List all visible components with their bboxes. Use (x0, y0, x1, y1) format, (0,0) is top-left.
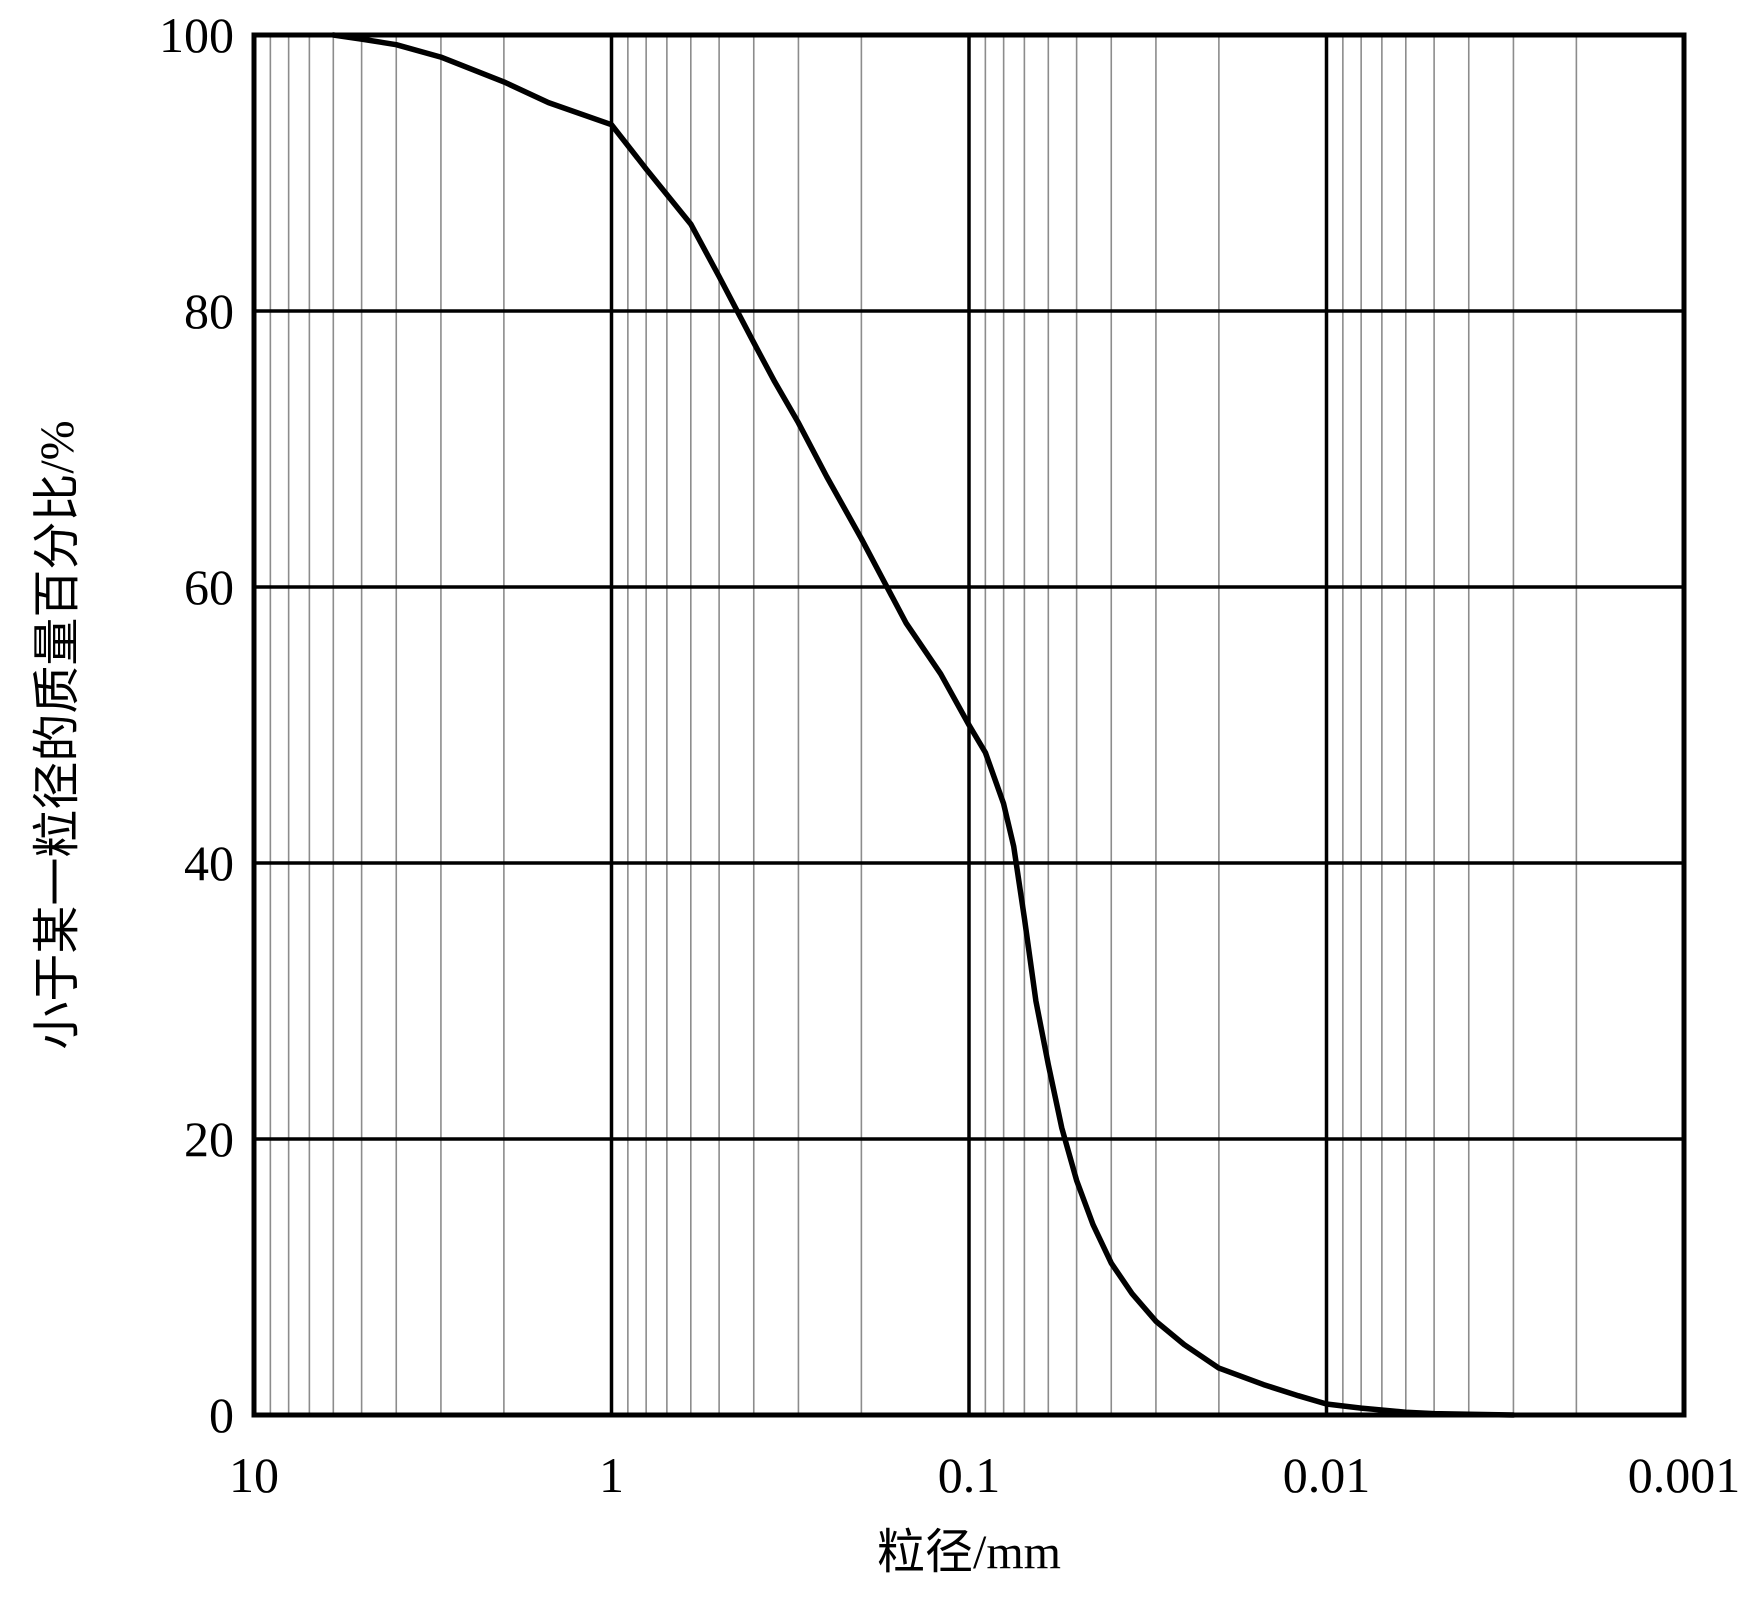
y-tick-labels: 0 20 40 60 80 100 (159, 7, 234, 1443)
x-tick-label: 1 (599, 1447, 624, 1503)
x-tick-label: 0.1 (938, 1447, 1001, 1503)
x-tick-label: 0.01 (1283, 1447, 1371, 1503)
y-tick-label: 100 (159, 7, 234, 63)
y-tick-label: 40 (184, 835, 234, 891)
x-tick-label: 10 (229, 1447, 279, 1503)
x-tick-label: 0.001 (1628, 1447, 1741, 1503)
series-line (330, 32, 1517, 1418)
y-tick-label: 20 (184, 1111, 234, 1167)
x-tick-labels: 10 1 0.1 0.01 0.001 (229, 1447, 1740, 1503)
y-tick-label: 60 (184, 559, 234, 615)
y-tick-label: 80 (184, 283, 234, 339)
y-tick-label: 0 (209, 1387, 234, 1443)
x-axis-title: 粒径/mm (877, 1526, 1061, 1579)
y-axis-title: 小于某一粒径的质量百分比/% (31, 420, 84, 1049)
minor-gridlines (269, 35, 1578, 1415)
series-layer (330, 32, 1517, 1418)
plot-frame (251, 32, 1687, 1418)
